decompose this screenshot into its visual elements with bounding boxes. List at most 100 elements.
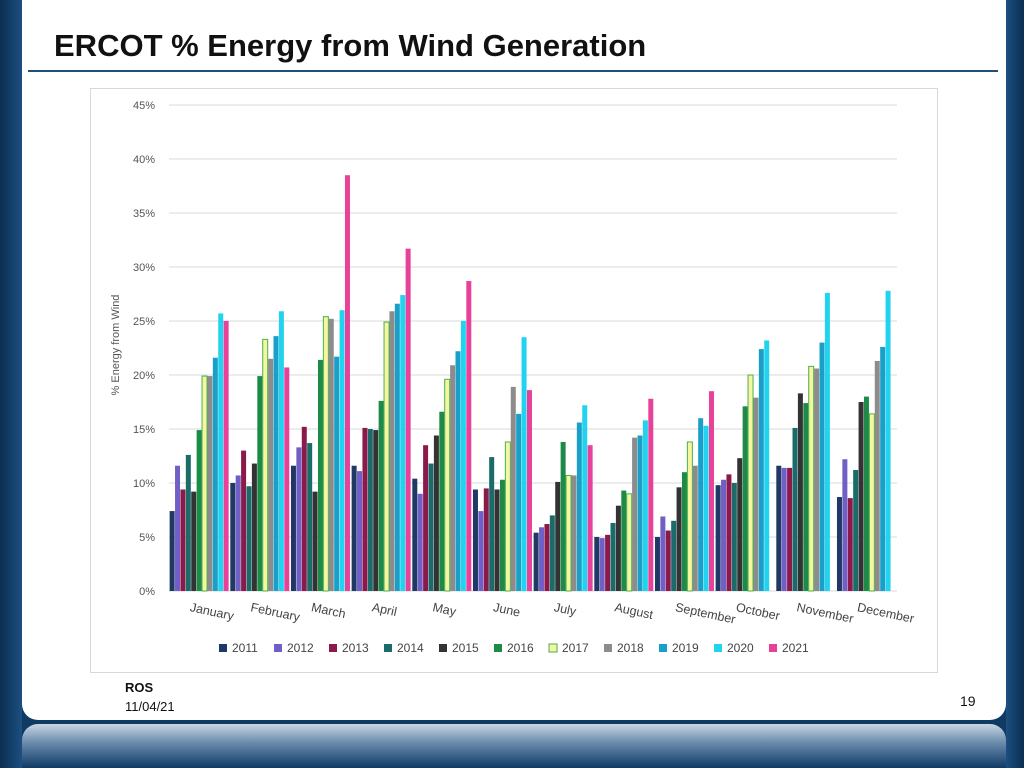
bar-june-2017 [504, 441, 511, 592]
bar-march-2020 [339, 310, 345, 591]
x-tick-label: January [189, 600, 236, 623]
bar-april-2016 [378, 400, 384, 591]
y-tick-label: 10% [133, 478, 155, 490]
bar-july-2012 [539, 527, 545, 591]
x-tick-label: October [735, 600, 781, 623]
bar-may-2011 [412, 478, 418, 591]
bar-december-2011 [836, 497, 842, 591]
bar-february-2017 [262, 338, 269, 592]
legend-label-2016: 2016 [507, 641, 534, 655]
bar-march-2021 [344, 175, 350, 591]
x-tick-label: February [249, 600, 302, 624]
bar-july-2013 [544, 524, 550, 591]
bar-april-2019 [394, 303, 400, 591]
bar-june-2019 [516, 413, 522, 591]
bar-may-2016 [439, 411, 445, 591]
bar-january-2011 [169, 511, 175, 591]
bar-june-2021 [526, 390, 532, 591]
bar-june-2018 [510, 386, 516, 591]
bar-april-2018 [389, 311, 395, 591]
bar-july-2017 [565, 474, 572, 592]
bar-february-2015 [251, 463, 257, 591]
legend-swatch-2018 [604, 644, 612, 652]
bar-january-2018 [207, 376, 213, 591]
legend-label-2017: 2017 [562, 641, 589, 655]
bar-february-2021 [284, 367, 290, 591]
bar-december-2018 [874, 360, 880, 591]
bar-november-2019 [819, 342, 825, 591]
bar-october-2013 [726, 474, 732, 591]
bar-november-2020 [824, 292, 830, 591]
bar-may-2012 [417, 493, 423, 591]
bar-september-2020 [703, 425, 709, 591]
legend-swatch-2019 [659, 644, 667, 652]
bar-march-2019 [334, 356, 340, 591]
y-axis-label: % Energy from Wind [110, 295, 122, 396]
bar-december-2016 [863, 396, 869, 591]
bar-january-2014 [185, 454, 191, 591]
bar-january-2019 [212, 357, 218, 591]
legend-swatch-2016 [494, 644, 502, 652]
y-tick-label: 45% [133, 100, 155, 112]
bar-july-2015 [555, 481, 561, 591]
bar-january-2021 [223, 321, 229, 591]
bar-august-2015 [615, 505, 621, 591]
bar-october-2015 [737, 458, 743, 591]
bar-july-2021 [587, 445, 593, 591]
bar-june-2013 [483, 488, 489, 591]
bar-november-2015 [797, 393, 803, 591]
legend-label-2020: 2020 [727, 641, 754, 655]
bar-september-2014 [671, 520, 677, 591]
bar-october-2012 [721, 479, 727, 591]
y-axis: 0% 5% 10% 15% 20% 25% 30% 35% 40% 45% [133, 100, 155, 598]
bar-august-2019 [637, 435, 643, 591]
x-tick-label: March [310, 600, 347, 621]
bar-september-2016 [681, 472, 687, 591]
bar-september-2011 [654, 537, 660, 591]
bars [169, 175, 891, 592]
x-tick-label: July [553, 600, 578, 618]
bar-september-2021 [708, 391, 714, 591]
bar-december-2015 [858, 402, 864, 591]
bar-july-2018 [571, 475, 577, 591]
bar-february-2011 [230, 483, 236, 591]
bar-january-2020 [218, 313, 224, 591]
y-tick-label: 5% [139, 532, 155, 544]
legend-label-2011: 2011 [232, 641, 258, 655]
legend-swatch-2011 [219, 644, 227, 652]
y-tick-label: 35% [133, 208, 155, 220]
footer-org: ROS [125, 680, 154, 695]
bar-june-2011 [472, 489, 478, 591]
bar-december-2014 [853, 470, 859, 591]
legend-swatch-2021 [769, 644, 777, 652]
bar-december-2013 [847, 498, 853, 591]
bar-august-2017 [626, 493, 633, 592]
bar-october-2011 [715, 485, 721, 591]
bar-june-2020 [521, 337, 527, 591]
bar-march-2013 [301, 426, 307, 591]
bar-june-2016 [499, 479, 505, 591]
legend-label-2019: 2019 [672, 641, 699, 655]
bar-july-2011 [533, 532, 539, 591]
page-number: 19 [960, 693, 976, 709]
y-tick-label: 20% [133, 370, 155, 382]
y-tick-label: 0% [139, 586, 155, 598]
bar-august-2013 [605, 534, 611, 591]
bar-march-2012 [296, 447, 302, 591]
bar-january-2015 [191, 491, 197, 591]
bar-february-2013 [241, 450, 247, 591]
bar-october-2014 [731, 483, 737, 591]
chart-container: 0% 5% 10% 15% 20% 25% 30% 35% 40% 45% % Energy fr… [90, 88, 938, 673]
bar-june-2014 [489, 457, 495, 591]
wind-energy-chart: 0% 5% 10% 15% 20% 25% 30% 35% 40% 45% % Energy fr… [110, 100, 915, 655]
bar-april-2013 [362, 427, 368, 591]
bar-july-2019 [576, 422, 582, 591]
gridlines [169, 104, 897, 592]
bar-march-2015 [312, 491, 318, 591]
bar-september-2012 [660, 516, 666, 591]
bar-may-2015 [433, 435, 439, 591]
bar-february-2020 [278, 311, 284, 591]
bar-august-2021 [648, 398, 654, 591]
bar-february-2012 [235, 475, 241, 591]
bar-october-2017 [747, 374, 754, 592]
